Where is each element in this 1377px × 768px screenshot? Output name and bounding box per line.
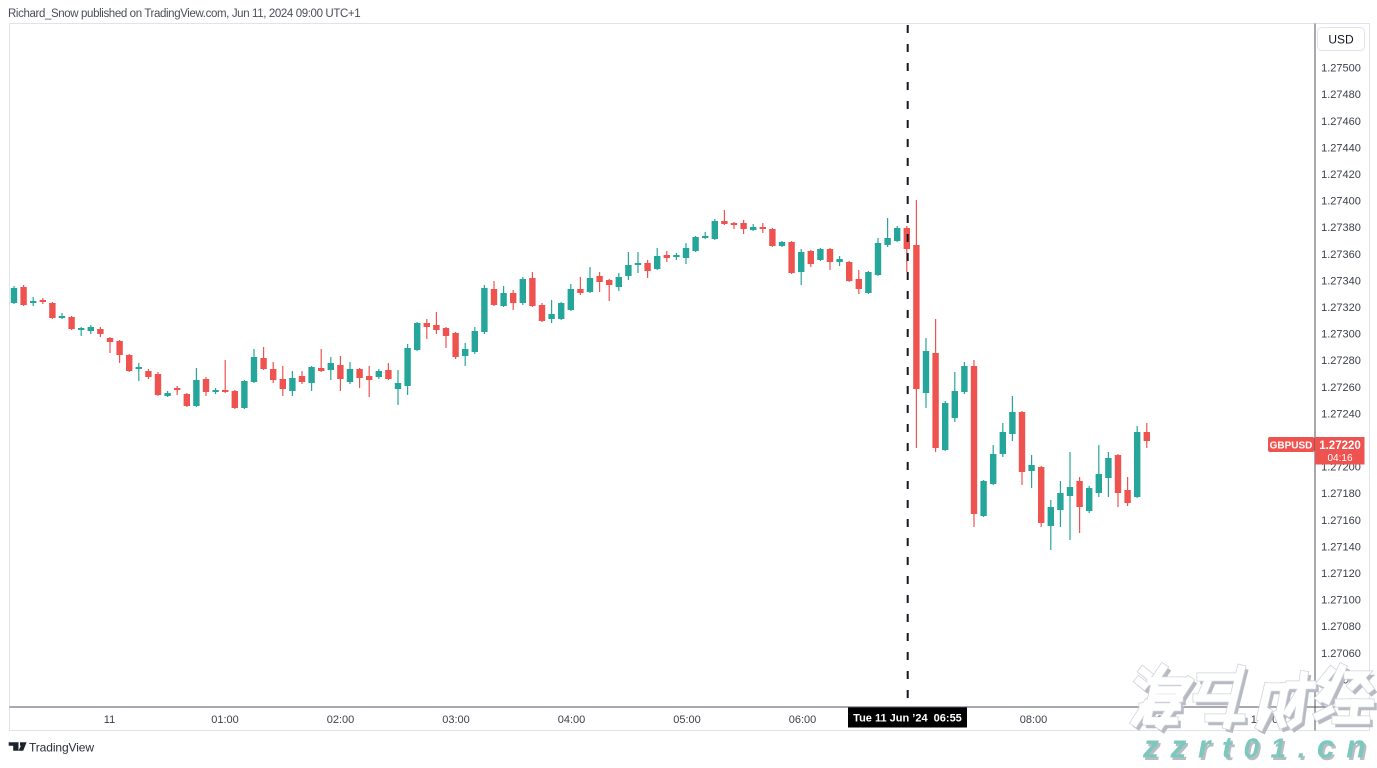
svg-text:1.27420: 1.27420 xyxy=(1321,169,1361,181)
svg-text:1.27320: 1.27320 xyxy=(1321,302,1361,314)
svg-text:04:00: 04:00 xyxy=(558,714,586,726)
svg-text:zzrt01.cn: zzrt01.cn xyxy=(1144,731,1377,763)
svg-text:USD: USD xyxy=(1328,33,1354,47)
svg-text:1.27140: 1.27140 xyxy=(1321,541,1361,553)
svg-text:GBPUSD: GBPUSD xyxy=(1270,441,1313,452)
svg-text:1.27300: 1.27300 xyxy=(1321,329,1361,341)
svg-text:08:00: 08:00 xyxy=(1020,714,1048,726)
svg-text:1.27340: 1.27340 xyxy=(1321,275,1361,287)
svg-text:1.27500: 1.27500 xyxy=(1321,63,1361,75)
svg-text:zzrt01.cn: zzrt01.cn xyxy=(1142,729,1377,764)
svg-text:1.27220: 1.27220 xyxy=(1319,440,1361,452)
svg-text:1.27400: 1.27400 xyxy=(1321,196,1361,208)
svg-text:1.27460: 1.27460 xyxy=(1321,116,1361,128)
svg-text:06:00: 06:00 xyxy=(789,714,817,726)
svg-text:1.27100: 1.27100 xyxy=(1321,595,1361,607)
svg-text:1.27200: 1.27200 xyxy=(1321,462,1361,474)
svg-text:Tue 11 Jun ’24 06:55: Tue 11 Jun ’24 06:55 xyxy=(853,713,962,725)
svg-text:1.27440: 1.27440 xyxy=(1321,142,1361,154)
svg-text:1.27180: 1.27180 xyxy=(1321,488,1361,500)
svg-text:Richard_Snow published on Trad: Richard_Snow published on TradingView.co… xyxy=(8,8,360,20)
svg-text:1.27060: 1.27060 xyxy=(1321,648,1361,660)
svg-text:1.27380: 1.27380 xyxy=(1321,222,1361,234)
svg-text:02:00: 02:00 xyxy=(327,714,355,726)
svg-text:1.27360: 1.27360 xyxy=(1321,249,1361,261)
svg-text:01:00: 01:00 xyxy=(211,714,239,726)
svg-text:11: 11 xyxy=(104,714,115,726)
svg-text:1.27480: 1.27480 xyxy=(1321,89,1361,101)
svg-text:1.27260: 1.27260 xyxy=(1321,382,1361,394)
svg-text:1.27240: 1.27240 xyxy=(1321,408,1361,420)
svg-text:1.27120: 1.27120 xyxy=(1321,568,1361,580)
svg-text:1.27080: 1.27080 xyxy=(1321,621,1361,633)
svg-text:04:16: 04:16 xyxy=(1327,453,1352,464)
svg-text:1.27160: 1.27160 xyxy=(1321,515,1361,527)
svg-text:1.27280: 1.27280 xyxy=(1321,355,1361,367)
svg-text:TradingView: TradingView xyxy=(29,741,94,755)
svg-text:03:00: 03:00 xyxy=(442,714,470,726)
svg-text:05:00: 05:00 xyxy=(673,714,701,726)
